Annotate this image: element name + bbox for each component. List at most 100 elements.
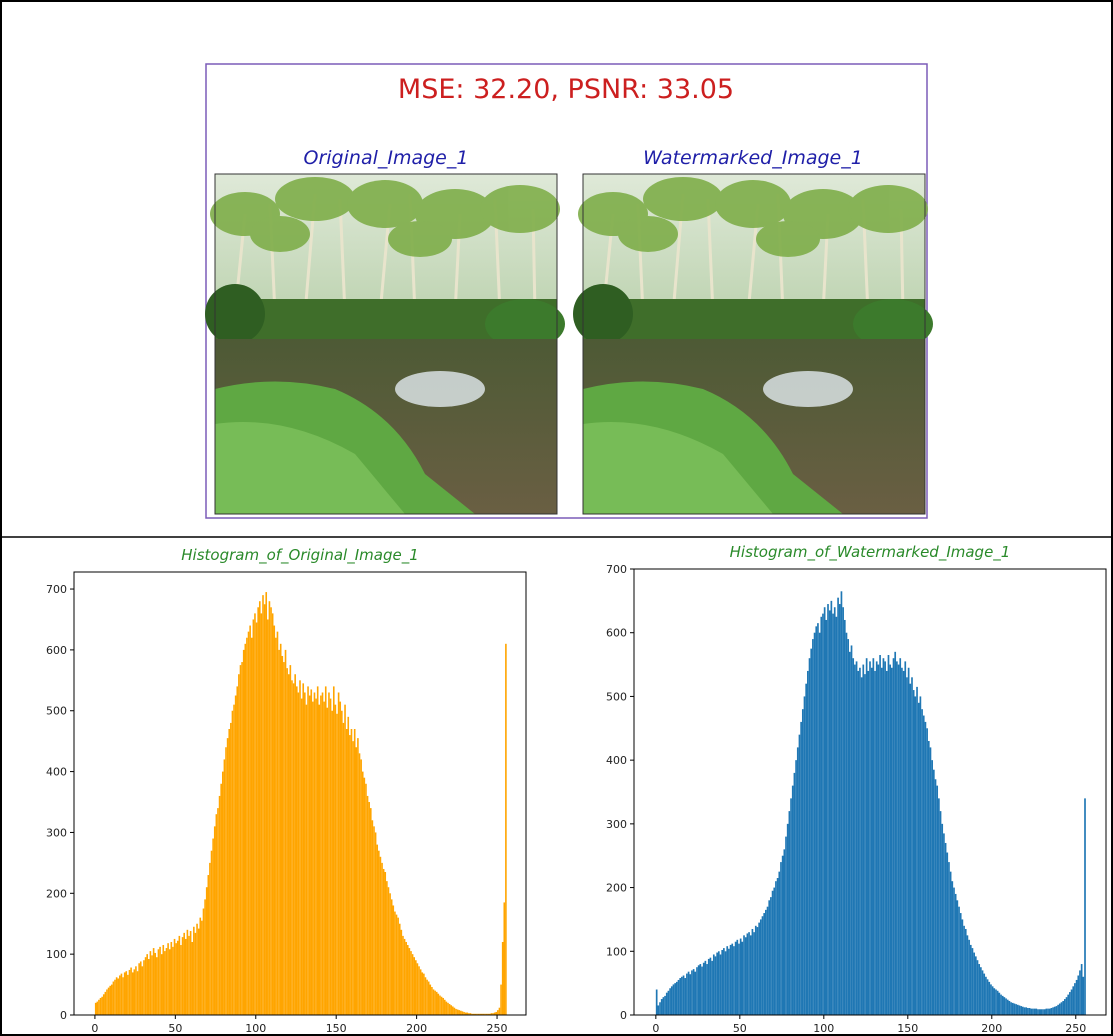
bar xyxy=(917,702,920,1015)
bar xyxy=(684,978,687,1015)
bar xyxy=(357,738,359,1015)
bar xyxy=(934,779,937,1015)
bar xyxy=(339,701,342,1015)
bar xyxy=(99,997,102,1015)
bar xyxy=(239,665,242,1015)
bar xyxy=(154,952,157,1015)
bar xyxy=(716,952,718,1015)
bar xyxy=(265,592,268,1015)
bar xyxy=(247,631,250,1015)
bar xyxy=(452,1006,454,1015)
bar xyxy=(875,661,878,1015)
bar xyxy=(175,943,177,1015)
bar xyxy=(660,999,663,1015)
bar xyxy=(112,981,115,1015)
bar xyxy=(164,951,166,1015)
bar xyxy=(870,667,873,1015)
bar xyxy=(959,913,962,1015)
bar xyxy=(181,937,184,1015)
bar xyxy=(305,704,308,1015)
bar xyxy=(295,686,298,1015)
bar xyxy=(879,655,881,1015)
bar xyxy=(337,692,340,1015)
bar xyxy=(843,619,846,1015)
bar xyxy=(1072,986,1075,1015)
bar xyxy=(127,974,129,1015)
bar xyxy=(998,992,1001,1015)
bar xyxy=(1032,1008,1034,1015)
bar xyxy=(675,981,678,1015)
bar xyxy=(363,777,366,1015)
bar xyxy=(326,707,329,1015)
bar xyxy=(896,661,898,1015)
bar xyxy=(1055,1006,1058,1015)
bar xyxy=(484,1013,486,1015)
bar xyxy=(677,979,680,1015)
bar xyxy=(159,946,161,1015)
x-tick-label: 0 xyxy=(91,1022,98,1035)
bar xyxy=(477,1013,480,1015)
bar xyxy=(768,900,771,1015)
bar xyxy=(709,957,712,1015)
bar xyxy=(498,1007,501,1015)
bar xyxy=(985,976,987,1015)
bar xyxy=(911,677,913,1015)
bar xyxy=(864,674,866,1015)
bar xyxy=(421,972,424,1015)
bar xyxy=(188,935,190,1015)
bar xyxy=(865,658,868,1015)
bar xyxy=(279,643,282,1015)
bar xyxy=(1003,997,1006,1015)
bar xyxy=(781,855,784,1015)
bar xyxy=(151,955,153,1015)
bar xyxy=(323,701,325,1015)
bar xyxy=(696,967,698,1015)
bar xyxy=(376,844,379,1015)
bar xyxy=(707,958,710,1015)
bar xyxy=(387,887,390,1015)
bar xyxy=(944,842,947,1015)
bar xyxy=(197,928,200,1015)
bar xyxy=(130,967,132,1015)
bar xyxy=(919,696,922,1015)
y-tick-label: 0 xyxy=(620,1009,627,1022)
bar xyxy=(355,747,358,1015)
bar xyxy=(712,954,715,1015)
bar xyxy=(820,616,823,1015)
y-tick-label: 500 xyxy=(46,705,67,718)
bar xyxy=(1080,964,1083,1015)
bar xyxy=(442,997,444,1015)
bar xyxy=(667,990,670,1015)
bar xyxy=(679,978,682,1015)
x-tick-label: 250 xyxy=(1065,1022,1086,1035)
bar xyxy=(921,709,923,1015)
bar xyxy=(156,957,158,1015)
bar xyxy=(178,935,181,1015)
bar xyxy=(954,893,957,1015)
bar xyxy=(969,944,972,1015)
bar xyxy=(98,999,100,1015)
bar xyxy=(485,1013,488,1015)
y-tick-label: 700 xyxy=(46,583,67,596)
bar xyxy=(778,871,781,1015)
bar xyxy=(191,941,194,1015)
bar xyxy=(437,993,440,1015)
bar xyxy=(489,1013,491,1015)
bar xyxy=(892,658,895,1015)
bar xyxy=(165,948,168,1015)
bar xyxy=(978,964,981,1015)
bar xyxy=(1023,1007,1026,1015)
bar xyxy=(209,862,211,1015)
bar xyxy=(682,975,685,1015)
bar xyxy=(694,971,697,1015)
bar xyxy=(435,991,438,1015)
bar xyxy=(1027,1007,1029,1015)
bar xyxy=(1015,1004,1017,1015)
bar xyxy=(320,695,322,1015)
bar xyxy=(711,960,713,1015)
bar xyxy=(415,960,417,1015)
bar xyxy=(924,721,927,1015)
bar xyxy=(1011,1002,1014,1015)
bar xyxy=(885,670,888,1015)
bar xyxy=(369,808,372,1015)
